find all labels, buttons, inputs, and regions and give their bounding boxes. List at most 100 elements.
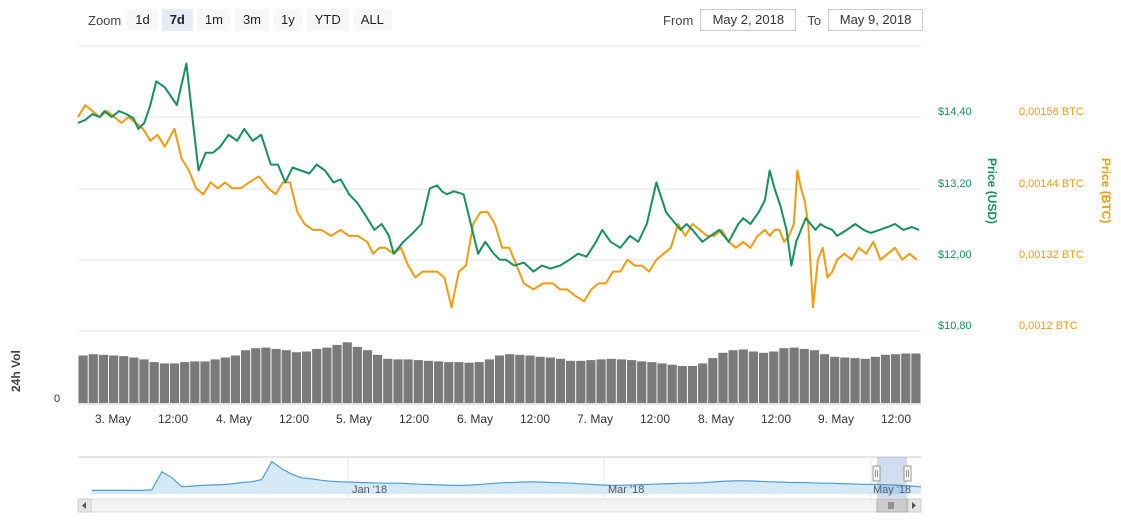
volume-bar xyxy=(159,363,169,403)
from-date-input[interactable]: May 2, 2018 xyxy=(700,9,797,31)
usd-tick-label: $13,20 xyxy=(938,178,972,190)
volume-bar xyxy=(251,348,261,403)
zoom-button-1m[interactable]: 1m xyxy=(196,9,231,31)
volume-bar xyxy=(423,360,433,403)
volume-bar xyxy=(840,357,850,403)
volume-bar xyxy=(545,357,555,403)
volume-bar xyxy=(718,352,728,403)
usd-tick-label: $14,40 xyxy=(938,106,972,118)
volume-bar xyxy=(555,358,566,403)
volume-bar xyxy=(261,347,271,403)
volume-bar xyxy=(291,352,301,403)
volume-bar xyxy=(515,354,525,403)
zoom-button-all[interactable]: ALL xyxy=(352,9,392,31)
volume-bar xyxy=(616,359,626,403)
volume-bar xyxy=(830,356,840,403)
volume-bar xyxy=(779,348,789,403)
x-tick-label: 8. May xyxy=(698,412,734,426)
x-tick-label: 12:00 xyxy=(520,412,550,426)
arrow-left-icon xyxy=(82,502,86,509)
navigator-line xyxy=(92,460,922,491)
volume-bar xyxy=(109,355,119,403)
volume-bar xyxy=(901,353,911,403)
navigator-tick-label: May '18 xyxy=(873,484,911,496)
volume-bar xyxy=(891,354,901,403)
volume-bar xyxy=(139,359,149,403)
btc-tick-label: 0,00132 BTC xyxy=(1019,249,1084,261)
volume-bar xyxy=(759,352,769,403)
volume-bar xyxy=(373,354,383,403)
zoom-button-ytd[interactable]: YTD xyxy=(306,9,349,31)
btc-tick-label: 0,0012 BTC xyxy=(1019,320,1078,332)
usd-tick-label: $12,00 xyxy=(938,249,972,261)
volume-bar xyxy=(809,350,819,403)
zoom-button-1d[interactable]: 1d xyxy=(127,9,158,31)
volume-bar xyxy=(667,364,677,403)
volume-bar xyxy=(444,362,454,403)
volume-bars xyxy=(78,342,921,403)
scrollbar-track[interactable] xyxy=(77,498,922,513)
scroll-right-button[interactable] xyxy=(907,498,922,513)
volume-bar xyxy=(454,362,464,403)
volume-bar xyxy=(576,360,586,403)
x-tick-label: 7. May xyxy=(577,412,613,426)
volume-bar xyxy=(98,354,108,403)
scrollbar-thumb[interactable] xyxy=(876,498,908,513)
zoom-button-7d[interactable]: 7d xyxy=(161,9,193,31)
usd-axis-title: Price (USD) xyxy=(985,158,999,224)
volume-bar xyxy=(566,360,576,403)
arrow-right-icon xyxy=(912,502,916,509)
volume-bar xyxy=(332,344,342,403)
x-tick-label: 4. May xyxy=(216,412,252,426)
volume-bar xyxy=(383,358,393,403)
volume-bar xyxy=(169,363,180,403)
volume-bar xyxy=(748,351,758,403)
to-date-input[interactable]: May 9, 2018 xyxy=(828,9,924,31)
volume-bar xyxy=(413,360,423,403)
volume-bar xyxy=(657,363,667,403)
volume-bar xyxy=(698,363,708,403)
navigator-tick-label: Jan '18 xyxy=(352,484,387,496)
volume-bar xyxy=(322,347,332,403)
x-tick-label: 6. May xyxy=(457,412,493,426)
x-tick-label: 5. May xyxy=(336,412,372,426)
btc-tick-label: 0,00156 BTC xyxy=(1019,106,1084,118)
volume-bar xyxy=(78,355,88,403)
volume-bar xyxy=(505,354,515,403)
zoom-button-1y[interactable]: 1y xyxy=(273,9,303,31)
volume-bar xyxy=(596,359,606,403)
volume-bar xyxy=(230,355,240,403)
volume-bar xyxy=(220,357,230,403)
volume-bar xyxy=(870,356,880,403)
zoom-button-3m[interactable]: 3m xyxy=(234,9,269,31)
x-tick-label: 12:00 xyxy=(761,412,791,426)
date-range-selector: From May 2, 2018 To May 9, 2018 xyxy=(663,9,924,31)
usd-price-line xyxy=(77,62,920,273)
scroll-left-button[interactable] xyxy=(77,498,92,513)
volume-bar xyxy=(241,350,251,403)
btc-price-line xyxy=(77,104,918,309)
volume-bar xyxy=(819,354,830,403)
grid-lines xyxy=(78,45,921,332)
volume-bar xyxy=(606,358,616,403)
volume-bar xyxy=(708,358,718,403)
volume-bar xyxy=(738,349,748,403)
navigator-selection[interactable] xyxy=(877,457,907,498)
navigator-right-handle[interactable] xyxy=(903,465,912,482)
volume-bar xyxy=(687,366,698,403)
volume-bar xyxy=(860,358,870,403)
volume-bar xyxy=(799,348,809,403)
volume-bar xyxy=(494,355,505,403)
volume-bar xyxy=(880,354,891,403)
volume-bar xyxy=(789,347,799,403)
volume-bar xyxy=(180,362,190,403)
x-tick-label: 12:00 xyxy=(399,412,429,426)
navigator: Jan '18 Mar '18 May '18 xyxy=(77,456,922,513)
x-axis: 3. May 12:00 4. May 12:00 5. May 12:00 6… xyxy=(95,412,911,426)
volume-bar xyxy=(149,362,159,403)
x-tick-label: 12:00 xyxy=(881,412,911,426)
navigator-left-handle[interactable] xyxy=(872,465,881,482)
volume-bar xyxy=(362,350,373,403)
volume-bar xyxy=(850,358,860,403)
